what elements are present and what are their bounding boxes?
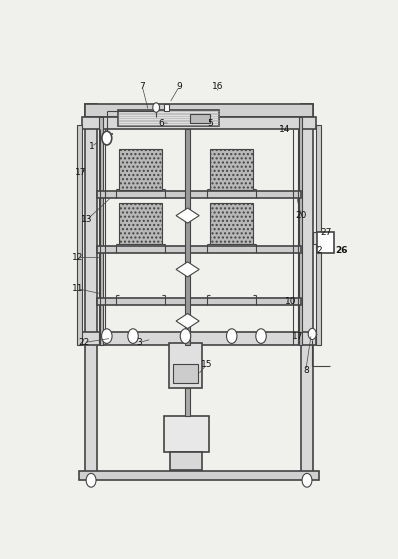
Bar xyxy=(118,110,219,126)
Bar xyxy=(316,125,322,345)
Polygon shape xyxy=(176,262,199,277)
Bar xyxy=(185,388,190,416)
Polygon shape xyxy=(176,314,199,329)
Bar xyxy=(210,203,253,244)
Text: 6: 6 xyxy=(158,119,164,127)
Bar xyxy=(313,231,319,244)
Text: 9: 9 xyxy=(176,82,182,91)
Bar xyxy=(168,343,203,388)
Text: 27: 27 xyxy=(320,228,332,238)
Bar xyxy=(82,332,316,345)
Text: 20: 20 xyxy=(295,211,307,220)
Text: 3: 3 xyxy=(137,338,142,347)
Text: 2: 2 xyxy=(317,245,322,254)
Text: 8: 8 xyxy=(303,366,308,375)
Circle shape xyxy=(102,131,112,145)
Circle shape xyxy=(302,473,312,487)
Circle shape xyxy=(256,329,266,343)
Bar xyxy=(164,103,169,111)
Circle shape xyxy=(128,329,138,343)
Circle shape xyxy=(180,329,191,343)
Text: 14: 14 xyxy=(279,125,290,134)
Text: 11: 11 xyxy=(72,284,83,293)
Bar xyxy=(210,149,253,190)
Polygon shape xyxy=(176,208,199,223)
Bar xyxy=(85,103,97,477)
Text: 1: 1 xyxy=(88,142,94,151)
Bar xyxy=(301,103,313,477)
Bar xyxy=(318,231,334,253)
Bar xyxy=(76,125,82,345)
Bar xyxy=(97,298,301,305)
Circle shape xyxy=(153,103,160,112)
Bar xyxy=(190,113,210,123)
Bar xyxy=(298,117,302,345)
Text: 13: 13 xyxy=(81,215,92,224)
Text: 7: 7 xyxy=(139,82,145,91)
Bar xyxy=(173,364,198,383)
Circle shape xyxy=(308,328,316,339)
Bar xyxy=(79,471,319,480)
Text: 5: 5 xyxy=(207,119,213,127)
Bar xyxy=(85,103,313,117)
Text: 16: 16 xyxy=(212,82,224,91)
Circle shape xyxy=(226,329,237,343)
Bar xyxy=(119,149,162,190)
Text: 12: 12 xyxy=(72,253,83,262)
Text: 10: 10 xyxy=(285,297,296,306)
Bar xyxy=(164,416,209,452)
Text: 26: 26 xyxy=(335,245,347,254)
Text: 22: 22 xyxy=(78,338,89,347)
Text: 17: 17 xyxy=(292,331,304,340)
Bar xyxy=(97,192,301,198)
Text: 15: 15 xyxy=(201,359,213,368)
Bar xyxy=(185,130,190,345)
Text: 17: 17 xyxy=(75,168,86,177)
Bar xyxy=(119,203,162,244)
Circle shape xyxy=(86,473,96,487)
Circle shape xyxy=(101,329,112,343)
Bar xyxy=(82,117,316,130)
Bar xyxy=(97,246,301,253)
Bar xyxy=(100,117,103,345)
Bar xyxy=(170,452,203,470)
